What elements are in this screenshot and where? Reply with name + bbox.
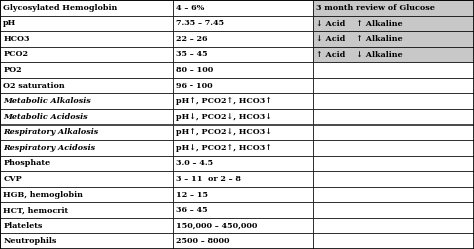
Bar <box>173 171 313 187</box>
Text: 80 – 100: 80 – 100 <box>176 66 214 74</box>
Text: 2500 – 8000: 2500 – 8000 <box>176 237 230 245</box>
Bar <box>313 93 474 109</box>
Bar <box>173 0 313 15</box>
Text: Platelets: Platelets <box>3 222 43 230</box>
Text: Metabolic Alkalosis: Metabolic Alkalosis <box>3 97 91 105</box>
Bar <box>173 31 313 47</box>
Text: 96 - 100: 96 - 100 <box>176 82 213 90</box>
Bar <box>313 171 474 187</box>
Bar <box>173 93 313 109</box>
Text: HCT, hemocrit: HCT, hemocrit <box>3 206 68 214</box>
Text: 35 – 45: 35 – 45 <box>176 51 208 59</box>
Bar <box>173 15 313 31</box>
Bar <box>0 124 173 140</box>
Text: 3 – 11  or 2 – 8: 3 – 11 or 2 – 8 <box>176 175 241 183</box>
Bar <box>173 78 313 93</box>
Text: HGB, hemoglobin: HGB, hemoglobin <box>3 190 83 198</box>
Bar <box>173 234 313 249</box>
Text: 22 – 26: 22 – 26 <box>176 35 208 43</box>
Text: 7.35 – 7.45: 7.35 – 7.45 <box>176 19 225 27</box>
Text: ↓ Acid    ↑ Alkaline: ↓ Acid ↑ Alkaline <box>316 35 403 43</box>
Bar <box>313 0 474 15</box>
Text: pH↓, PCO2↓, HCO3↓: pH↓, PCO2↓, HCO3↓ <box>176 113 273 121</box>
Bar <box>313 187 474 202</box>
Text: HCO3: HCO3 <box>3 35 30 43</box>
Bar <box>0 0 173 15</box>
Bar <box>313 218 474 234</box>
Bar <box>313 234 474 249</box>
Bar <box>0 93 173 109</box>
Text: 12 – 15: 12 – 15 <box>176 190 209 198</box>
Bar <box>313 202 474 218</box>
Text: 150,000 – 450,000: 150,000 – 450,000 <box>176 222 258 230</box>
Bar <box>0 15 173 31</box>
Text: 3 month review of Glucose: 3 month review of Glucose <box>316 4 435 12</box>
Bar <box>0 62 173 78</box>
Bar <box>313 47 474 62</box>
Text: Respiratory Acidosis: Respiratory Acidosis <box>3 144 95 152</box>
Bar <box>173 62 313 78</box>
Bar <box>313 62 474 78</box>
Bar <box>173 156 313 171</box>
Bar <box>313 109 474 124</box>
Text: pH: pH <box>3 19 17 27</box>
Bar <box>173 47 313 62</box>
Bar <box>0 31 173 47</box>
Bar <box>173 140 313 156</box>
Bar <box>313 31 474 47</box>
Bar <box>313 156 474 171</box>
Bar <box>173 124 313 140</box>
Bar <box>0 47 173 62</box>
Text: PCO2: PCO2 <box>3 51 28 59</box>
Text: pH↑, PCO2↓, HCO3↓: pH↑, PCO2↓, HCO3↓ <box>176 128 273 136</box>
Bar <box>0 156 173 171</box>
Bar <box>173 202 313 218</box>
Bar <box>0 187 173 202</box>
Text: Respiratory Alkalosis: Respiratory Alkalosis <box>3 128 99 136</box>
Text: pH↓, PCO2↑, HCO3↑: pH↓, PCO2↑, HCO3↑ <box>176 144 273 152</box>
Bar <box>0 78 173 93</box>
Bar <box>0 109 173 124</box>
Text: pH↑, PCO2↑, HCO3↑: pH↑, PCO2↑, HCO3↑ <box>176 97 273 105</box>
Text: Metabolic Acidosis: Metabolic Acidosis <box>3 113 88 121</box>
Text: ↑ Acid    ↓ Alkaline: ↑ Acid ↓ Alkaline <box>316 51 403 59</box>
Bar <box>0 234 173 249</box>
Bar <box>313 124 474 140</box>
Text: CVP: CVP <box>3 175 22 183</box>
Text: Neutrophils: Neutrophils <box>3 237 57 245</box>
Bar <box>313 78 474 93</box>
Bar <box>313 15 474 31</box>
Text: 36 – 45: 36 – 45 <box>176 206 208 214</box>
Bar <box>0 171 173 187</box>
Text: ↓ Acid    ↑ Alkaline: ↓ Acid ↑ Alkaline <box>316 19 403 27</box>
Text: PO2: PO2 <box>3 66 22 74</box>
Bar <box>0 218 173 234</box>
Bar <box>173 109 313 124</box>
Text: Glycosylated Hemoglobin: Glycosylated Hemoglobin <box>3 4 118 12</box>
Bar <box>0 202 173 218</box>
Text: Phosphate: Phosphate <box>3 159 50 167</box>
Bar <box>173 218 313 234</box>
Bar <box>173 187 313 202</box>
Bar <box>0 140 173 156</box>
Text: O2 saturation: O2 saturation <box>3 82 65 90</box>
Text: 3.0 – 4.5: 3.0 – 4.5 <box>176 159 213 167</box>
Bar <box>313 140 474 156</box>
Text: 4 – 6%: 4 – 6% <box>176 4 205 12</box>
